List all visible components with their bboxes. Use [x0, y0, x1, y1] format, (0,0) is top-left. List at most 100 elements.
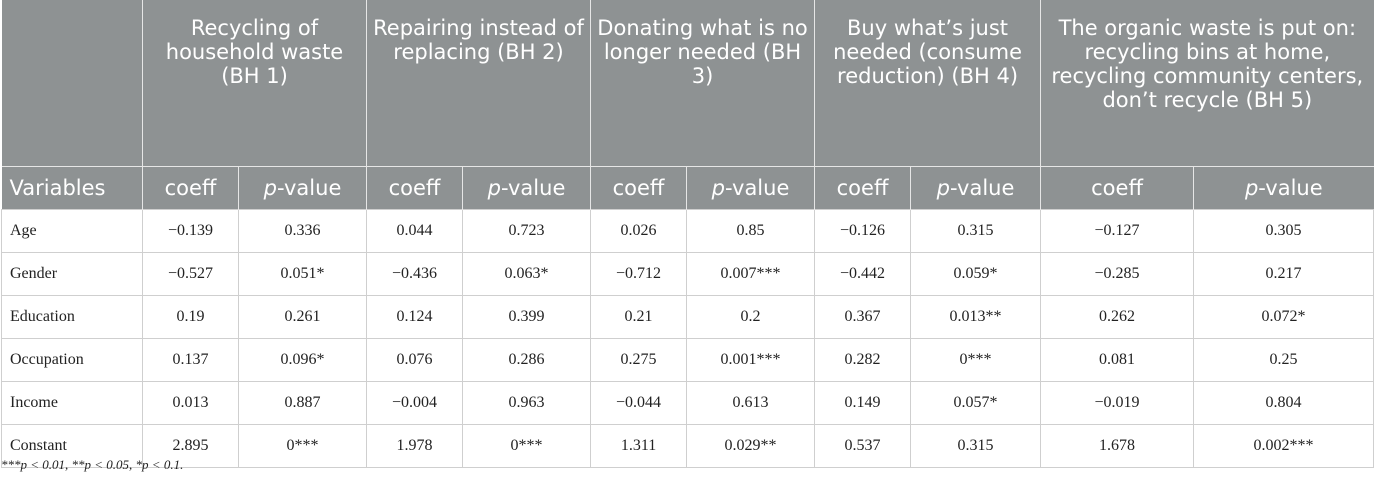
column-header: coeff [814, 166, 911, 210]
column-header: p-value [910, 166, 1041, 210]
cell: −0.004 [366, 381, 463, 425]
cell: 0*** [238, 424, 367, 468]
cell: 0.063* [461, 252, 592, 296]
cell: 0.25 [1193, 338, 1375, 382]
cell: 1.978 [366, 424, 463, 468]
header-text: p [487, 176, 501, 200]
cell: 0*** [910, 338, 1042, 382]
cell: 0.044 [366, 209, 463, 253]
cell: 0.026 [590, 209, 688, 253]
cell: 0.262 [1040, 295, 1195, 339]
header-text: p [263, 176, 277, 200]
data-row: Income 0.013 0.887 −0.004 0.963 −0.044 0.613 0.… [1, 381, 1375, 425]
row-label: Education [1, 295, 143, 339]
header-text: -value [1258, 176, 1323, 200]
cell: 0.399 [461, 295, 592, 339]
cell: 0.096* [238, 338, 367, 382]
cell: 0.804 [1193, 381, 1375, 425]
data-row: Occupation 0.137 0.096* 0.076 0.286 0.275 0.00… [1, 338, 1375, 382]
corner-cell [1, 0, 143, 167]
table-body: Age −0.139 0.336 0.044 0.723 0.026 0.85 −0.126 0… [1, 209, 1375, 468]
table-head: Recycling of household waste (BH 1) Repai… [1, 0, 1374, 210]
row-label: Gender [1, 252, 143, 296]
cell: −0.019 [1040, 381, 1195, 425]
cell: 0*** [461, 424, 592, 468]
cell: 0.963 [461, 381, 592, 425]
cell: 0.001*** [686, 338, 816, 382]
footnote: ***p < 0.01, **p < 0.05, *p < 0.1. [1, 457, 184, 472]
cell: 0.315 [910, 209, 1042, 253]
header-text: coeff [612, 176, 665, 200]
column-header: coeff [366, 166, 463, 210]
cell: 0.613 [686, 381, 816, 425]
cell: 0.137 [142, 338, 239, 382]
column-header: coeff [142, 166, 239, 210]
cell: 0.057* [910, 381, 1042, 425]
row-label: Income [1, 381, 143, 425]
column-header: Variables [1, 166, 143, 210]
cell: 2.895 [142, 424, 239, 468]
data-row: Education 0.19 0.261 0.124 0.399 0.21 0.2 0.367… [1, 295, 1375, 339]
header-text: -value [725, 176, 790, 200]
cell: 0.029** [686, 424, 816, 468]
cell: −0.285 [1040, 252, 1195, 296]
cell: 0.282 [814, 338, 912, 382]
cell: 0.85 [686, 209, 816, 253]
column-header-row: Variables coeff p-value coeff p-value coeff p-… [1, 166, 1374, 210]
cell: 0.149 [814, 381, 912, 425]
cell: −0.436 [366, 252, 463, 296]
cell: 0.059* [910, 252, 1042, 296]
header-text: -value [950, 176, 1015, 200]
cell: 0.537 [814, 424, 912, 468]
group-header: The organic waste is put on: recycling b… [1040, 0, 1374, 167]
row-label: Age [1, 209, 143, 253]
column-header: p-value [686, 166, 815, 210]
cell: −0.127 [1040, 209, 1195, 253]
group-header: Repairing instead of replacing (BH 2) [365, 0, 591, 167]
row-label: Constant [1, 424, 143, 468]
cell: −0.527 [142, 252, 239, 296]
cell: 1.311 [590, 424, 688, 468]
row-label: Occupation [1, 338, 143, 382]
cell: 0.261 [238, 295, 367, 339]
cell: 0.217 [1193, 252, 1375, 296]
header-text: p [936, 176, 951, 200]
cell: 0.013** [910, 295, 1042, 339]
cell: 0.315 [910, 424, 1042, 468]
cell: 0.723 [461, 209, 592, 253]
cell: 0.124 [366, 295, 463, 339]
cell: 0.007*** [686, 252, 816, 296]
header-text: coeff [164, 176, 217, 200]
header-text: coeff [1091, 176, 1143, 200]
column-header: coeff [1040, 166, 1194, 210]
cell: 0.002*** [1193, 424, 1375, 468]
header-text: -value [276, 176, 342, 200]
cell: −0.442 [814, 252, 912, 296]
column-header: coeff [590, 166, 687, 210]
column-header: p-value [238, 166, 367, 210]
cell: 0.367 [814, 295, 912, 339]
header-text: p [1244, 176, 1259, 200]
header-text: coeff [388, 176, 441, 200]
header-text: p [711, 176, 725, 200]
cell: −0.126 [814, 209, 912, 253]
cell: 0.051* [238, 252, 367, 296]
cell: 0.076 [366, 338, 463, 382]
column-header: p-value [1193, 166, 1374, 210]
header-text: coeff [836, 176, 889, 200]
column-header: p-value [461, 166, 591, 210]
header-text: Variables [9, 176, 106, 200]
cell: 0.887 [238, 381, 367, 425]
group-header: Buy what’s just needed (consume reductio… [814, 0, 1041, 167]
data-row: Constant 2.895 0*** 1.978 0*** 1.311 0.029** 0.… [1, 424, 1375, 468]
cell: −0.044 [590, 381, 688, 425]
cell: 0.2 [686, 295, 816, 339]
cell: 0.081 [1040, 338, 1195, 382]
cell: 0.275 [590, 338, 688, 382]
cell: 0.19 [142, 295, 239, 339]
cell: −0.139 [142, 209, 239, 253]
cell: 0.286 [461, 338, 592, 382]
cell: 0.21 [590, 295, 688, 339]
group-header: Donating what is no longer needed (BH 3) [590, 0, 815, 167]
